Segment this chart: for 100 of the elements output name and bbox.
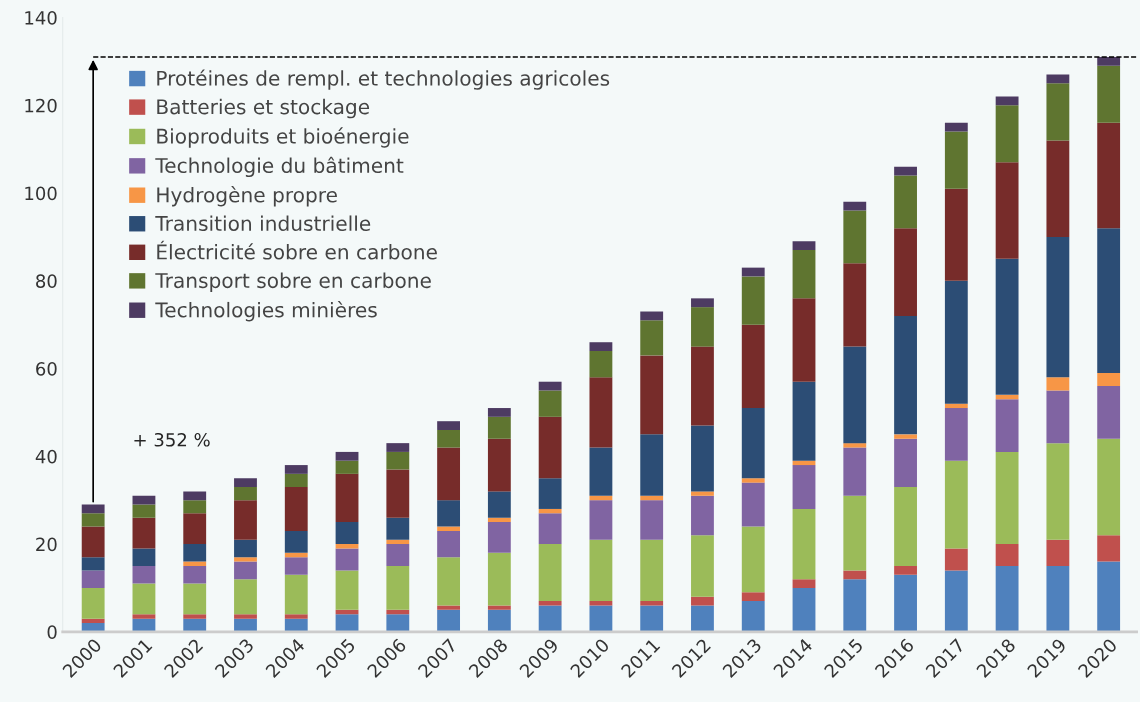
bar — [234, 539, 257, 558]
bar — [741, 478, 765, 483]
legend-label: Technologies minières — [155, 301, 377, 322]
bar — [234, 500, 257, 540]
bar — [1097, 122, 1121, 229]
bar — [792, 587, 816, 632]
bar — [487, 408, 511, 417]
bar — [589, 495, 613, 501]
bar — [234, 614, 257, 619]
bar — [589, 447, 613, 496]
bar — [386, 517, 410, 540]
bar — [437, 447, 461, 501]
bar — [944, 460, 968, 549]
bar — [640, 355, 664, 435]
y-tick-label: 120 — [25, 98, 57, 113]
bar — [335, 473, 359, 523]
bar — [81, 587, 105, 619]
bar — [894, 315, 917, 435]
y-tick-label: 80 — [36, 274, 57, 288]
bar — [183, 561, 207, 566]
bar — [1046, 377, 1070, 391]
bar — [132, 517, 156, 549]
legend-label: Transition industrielle — [155, 215, 371, 232]
bar — [894, 228, 917, 316]
bar — [538, 478, 562, 509]
bar — [944, 122, 968, 132]
bar — [234, 478, 257, 488]
bar — [589, 342, 613, 351]
bar — [843, 263, 867, 347]
bar — [284, 574, 308, 615]
bar — [1097, 57, 1121, 66]
bar — [741, 592, 765, 602]
bar — [1046, 443, 1070, 540]
bar — [894, 565, 917, 575]
bar — [894, 438, 917, 488]
bar — [538, 513, 562, 545]
bar — [437, 557, 461, 606]
bar — [691, 495, 714, 536]
bar — [1097, 228, 1121, 373]
bar — [640, 495, 664, 501]
bar — [538, 390, 562, 417]
bar — [234, 561, 257, 580]
bar — [741, 601, 765, 632]
bar — [691, 425, 714, 492]
bar — [843, 495, 867, 571]
bar — [335, 460, 359, 474]
bar — [792, 241, 816, 251]
bar — [944, 548, 968, 571]
bar — [1097, 561, 1121, 632]
bar — [183, 614, 207, 619]
bar — [284, 530, 308, 553]
bar — [487, 491, 511, 518]
bar — [234, 579, 257, 615]
bar — [538, 381, 562, 391]
legend-label: Protéines de rempl. et technologies agricoles — [157, 69, 610, 90]
bar — [589, 377, 613, 448]
bar — [183, 491, 207, 501]
bar — [589, 539, 613, 602]
bar — [538, 601, 562, 606]
y-tick-label: 20 — [36, 537, 57, 552]
bar — [691, 605, 714, 632]
bar — [132, 495, 156, 505]
bar — [284, 614, 308, 619]
bar — [386, 565, 410, 610]
bar — [284, 557, 308, 575]
bar — [1046, 236, 1070, 378]
bar — [284, 465, 308, 474]
bar — [944, 188, 968, 281]
bar — [691, 535, 714, 597]
bar — [487, 605, 511, 610]
bar — [589, 601, 613, 606]
bar — [691, 491, 714, 496]
bar — [183, 583, 207, 615]
bar — [487, 517, 511, 523]
bar — [386, 451, 410, 470]
bar — [284, 473, 308, 488]
bar — [437, 421, 461, 430]
bar — [944, 131, 968, 189]
bar — [792, 381, 816, 461]
bar — [487, 552, 511, 606]
bar — [1046, 140, 1070, 237]
bar — [386, 544, 410, 566]
bar — [386, 443, 410, 452]
bar — [944, 408, 968, 461]
bar — [132, 583, 156, 615]
bar — [437, 609, 461, 632]
bar — [538, 544, 562, 602]
bar — [792, 298, 816, 382]
bar — [81, 557, 105, 571]
y-tick-label: 100 — [25, 186, 57, 201]
bar — [894, 487, 917, 566]
bar — [1046, 83, 1070, 141]
bar — [894, 175, 917, 229]
bar — [843, 570, 867, 580]
bar — [589, 351, 613, 378]
bar — [995, 96, 1019, 106]
bar — [538, 605, 562, 632]
bar — [183, 513, 207, 545]
bar — [792, 250, 816, 299]
bar — [81, 570, 105, 588]
